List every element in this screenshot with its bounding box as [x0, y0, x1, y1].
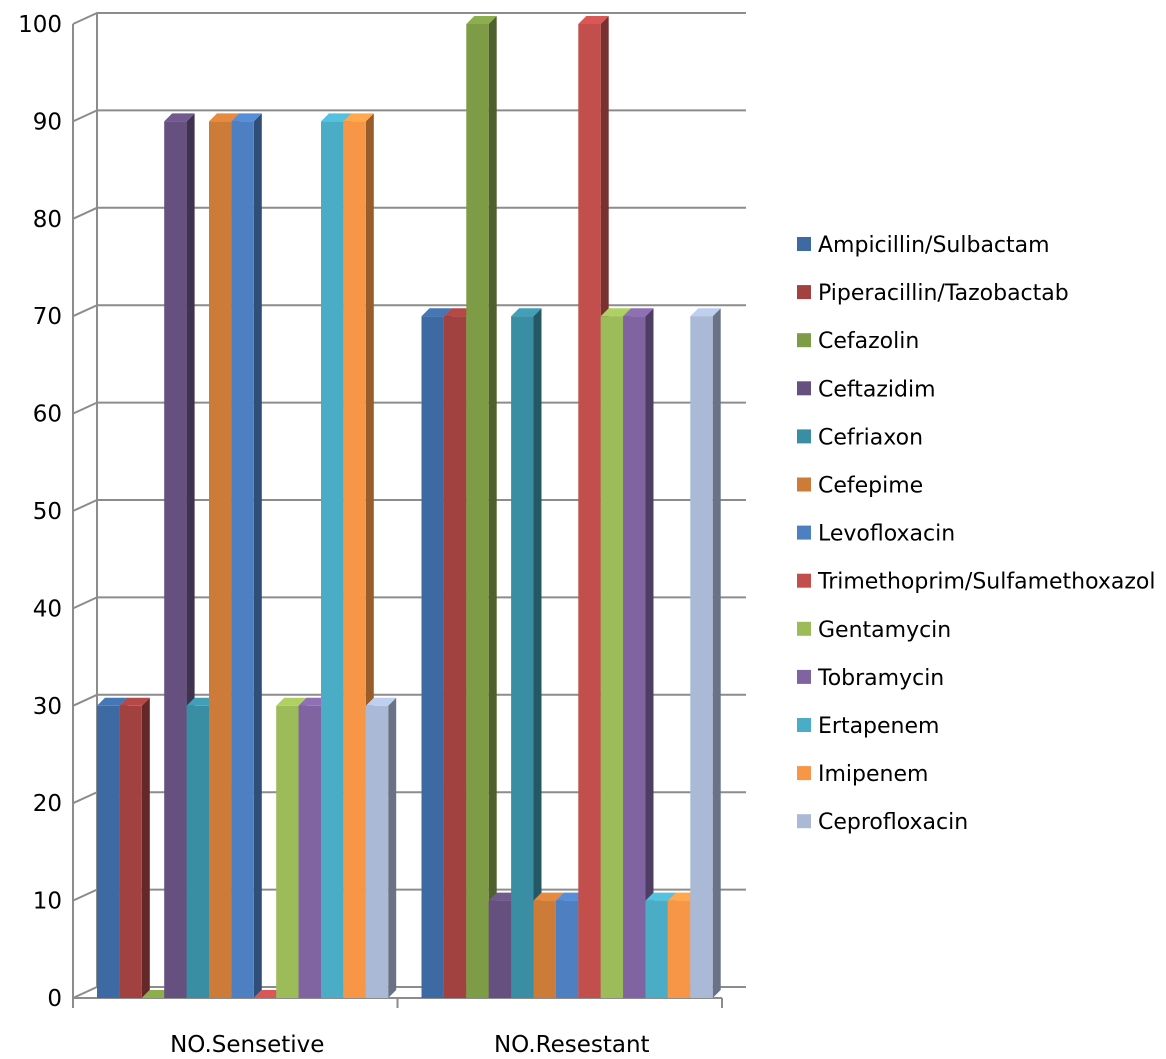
y-tick-label: 40 [33, 596, 62, 622]
bar [231, 113, 262, 998]
bar [690, 308, 721, 998]
legend-label: Ertapenem [818, 714, 939, 739]
legend-swatch [797, 766, 811, 781]
legend-label: Ceprofloxacin [818, 810, 968, 835]
y-tick-label: 70 [33, 304, 62, 330]
x-category-label: NO.Resestant [494, 1032, 650, 1058]
y-tick-label: 100 [18, 12, 62, 38]
y-tick-label: 60 [33, 402, 62, 428]
legend-swatch [797, 814, 811, 829]
y-tick-label: 90 [33, 109, 62, 135]
y-tick-label: 50 [33, 499, 62, 525]
legend-label: Cefazolin [818, 329, 919, 354]
y-tick-label: 20 [33, 791, 62, 817]
legend-swatch [797, 525, 811, 540]
bar [623, 308, 654, 998]
legend-label: Trimethoprim/Sulfamethoxazol [817, 570, 1156, 595]
legend-swatch [797, 237, 811, 251]
gridline [72, 206, 746, 220]
bar [466, 16, 497, 998]
bar [365, 697, 397, 998]
legend-label: Imipenem [818, 762, 928, 787]
legend-label: Piperacillin/Tazobactab [818, 281, 1069, 306]
legend-swatch [797, 333, 811, 348]
legend-swatch [797, 477, 811, 492]
bar [511, 308, 542, 998]
gridline [72, 12, 746, 25]
legend-swatch [797, 285, 811, 300]
y-tick-label: 80 [33, 207, 62, 233]
y-tick-label: 0 [47, 986, 62, 1012]
legend-swatch [797, 718, 811, 732]
legend-label: Cefepime [818, 474, 923, 499]
legend-label: Tobramycin [817, 666, 944, 691]
gridline [72, 109, 746, 123]
bar [119, 697, 150, 998]
y-tick-label: 10 [33, 889, 62, 915]
gridline [72, 304, 746, 318]
legend-swatch [797, 429, 811, 444]
legend-swatch [797, 573, 811, 588]
legend-label: Cefriaxon [818, 425, 923, 450]
y-tick-label: 30 [33, 694, 62, 720]
legend-label: Ceftazidim [818, 377, 936, 402]
legend-swatch [797, 381, 811, 396]
legend-swatch [797, 669, 811, 684]
x-category-label: NO.Sensetive [170, 1032, 324, 1058]
legend-label: Gentamycin [818, 618, 951, 643]
legend-swatch [797, 621, 811, 636]
legend-label: Ampicillin/Sulbactam [818, 233, 1050, 258]
legend-label: Levofloxacin [818, 522, 955, 547]
